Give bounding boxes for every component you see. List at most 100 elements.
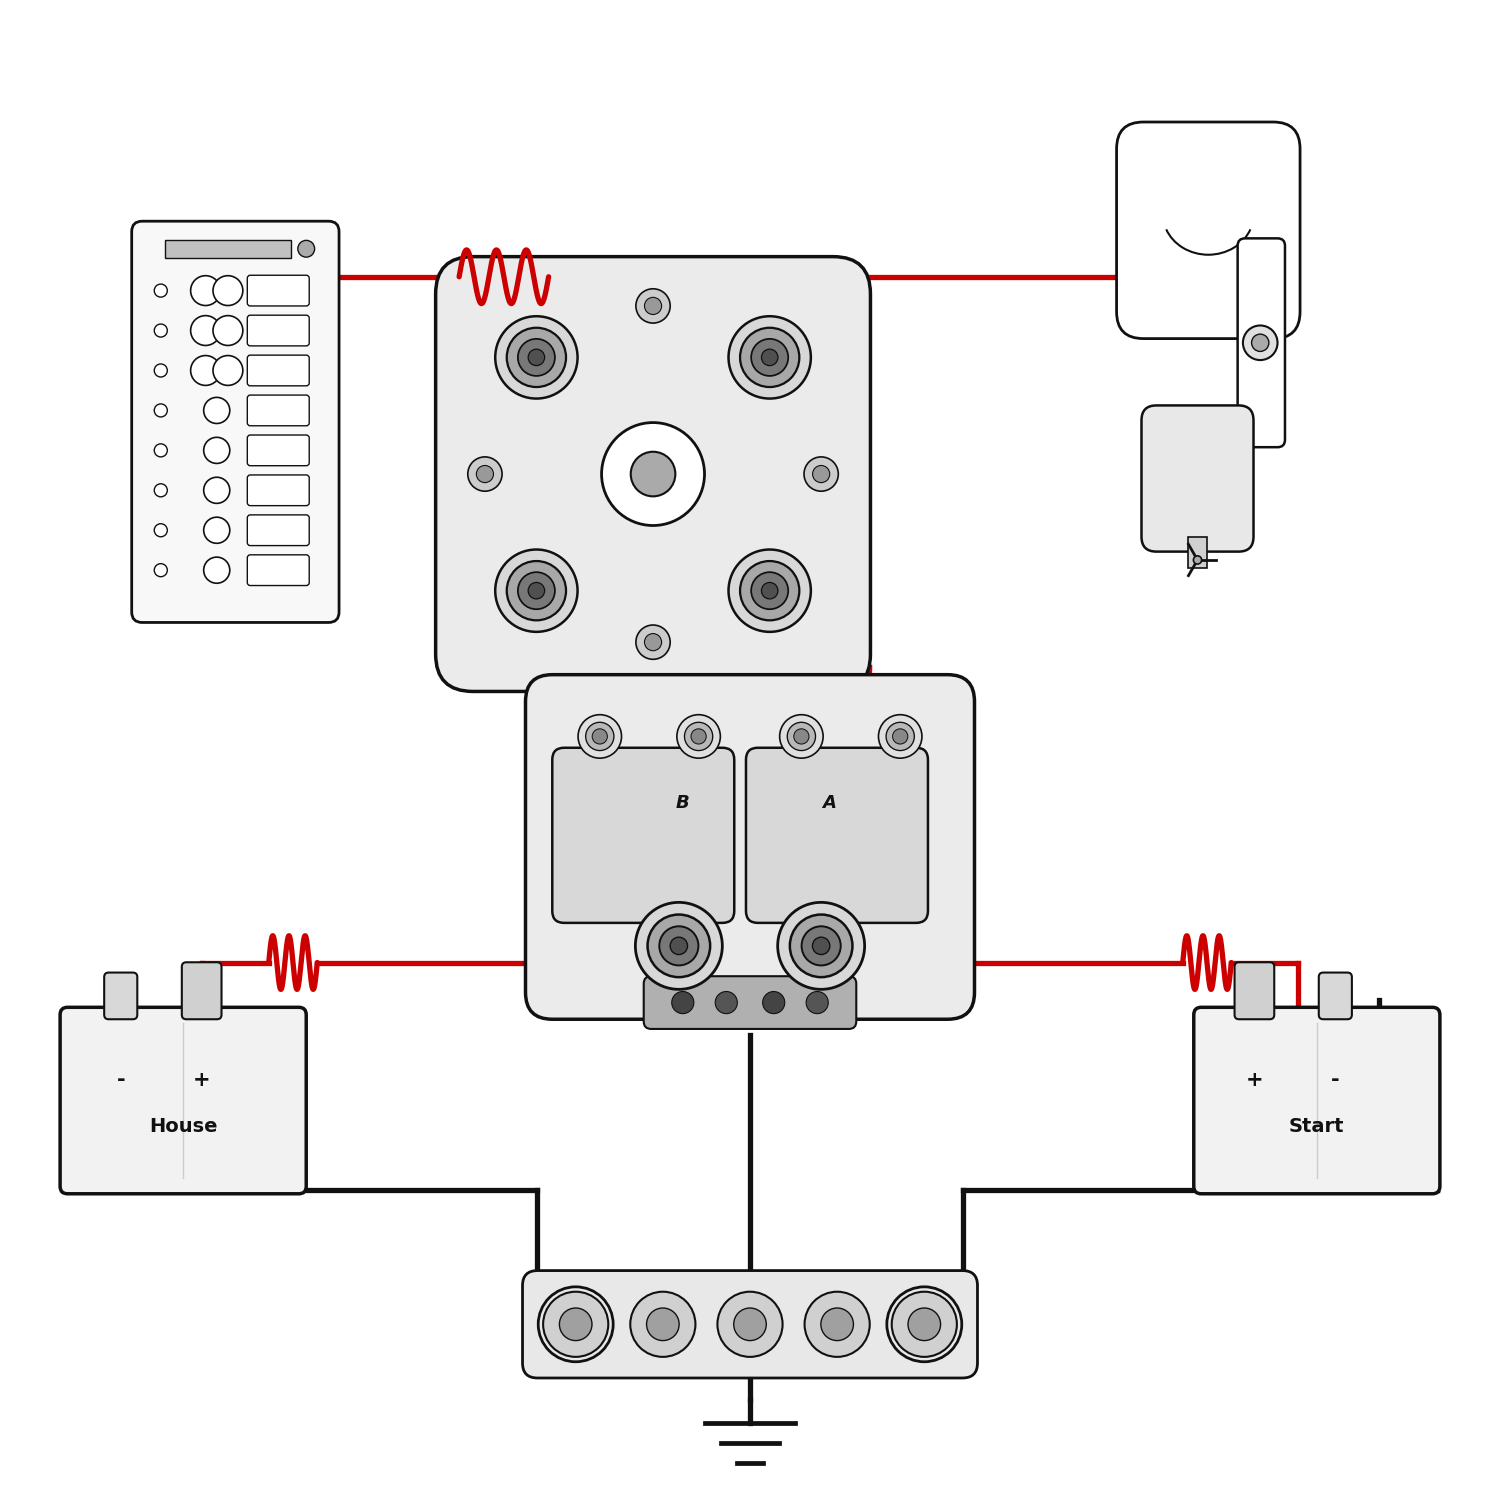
Circle shape — [630, 452, 675, 497]
Circle shape — [729, 549, 812, 632]
Circle shape — [213, 315, 243, 345]
Circle shape — [528, 350, 544, 366]
FancyBboxPatch shape — [248, 435, 309, 465]
Circle shape — [762, 350, 778, 366]
Circle shape — [630, 1292, 696, 1358]
Circle shape — [729, 316, 812, 399]
Circle shape — [154, 564, 168, 576]
FancyBboxPatch shape — [182, 963, 222, 1018]
Circle shape — [213, 276, 243, 306]
Bar — [165, 240, 291, 258]
Text: -: - — [1330, 1070, 1340, 1090]
Bar — [1188, 537, 1208, 567]
Text: A: A — [822, 795, 836, 813]
Circle shape — [780, 714, 824, 758]
FancyBboxPatch shape — [248, 276, 309, 306]
FancyBboxPatch shape — [1234, 963, 1275, 1018]
Circle shape — [734, 1308, 766, 1341]
Circle shape — [154, 524, 168, 537]
Circle shape — [636, 290, 670, 322]
Circle shape — [692, 729, 706, 744]
FancyBboxPatch shape — [248, 555, 309, 585]
Circle shape — [154, 364, 168, 376]
Text: Start: Start — [1288, 1118, 1344, 1136]
FancyBboxPatch shape — [522, 1270, 978, 1378]
Circle shape — [790, 915, 852, 976]
Circle shape — [777, 903, 864, 990]
Circle shape — [560, 1308, 592, 1341]
FancyBboxPatch shape — [248, 476, 309, 506]
Circle shape — [821, 1308, 854, 1341]
Circle shape — [740, 561, 800, 621]
Circle shape — [645, 297, 662, 315]
Circle shape — [204, 556, 230, 584]
Circle shape — [507, 328, 566, 387]
Circle shape — [190, 356, 220, 386]
FancyBboxPatch shape — [1194, 1008, 1440, 1194]
Circle shape — [468, 458, 502, 490]
Circle shape — [528, 582, 544, 598]
Circle shape — [154, 284, 168, 297]
Text: House: House — [148, 1118, 217, 1136]
Circle shape — [154, 404, 168, 417]
Circle shape — [813, 465, 830, 483]
Circle shape — [190, 315, 220, 345]
Circle shape — [636, 903, 723, 990]
Circle shape — [213, 356, 243, 386]
Circle shape — [204, 398, 230, 423]
Circle shape — [813, 938, 830, 954]
Circle shape — [672, 992, 694, 1014]
Circle shape — [636, 626, 670, 660]
FancyBboxPatch shape — [132, 220, 339, 622]
FancyBboxPatch shape — [552, 748, 735, 922]
Circle shape — [794, 729, 808, 744]
Circle shape — [670, 938, 687, 954]
Circle shape — [204, 518, 230, 543]
Circle shape — [752, 572, 788, 609]
FancyBboxPatch shape — [104, 972, 138, 1018]
Circle shape — [886, 723, 915, 750]
Circle shape — [740, 328, 800, 387]
FancyBboxPatch shape — [435, 256, 870, 692]
Circle shape — [518, 572, 555, 609]
Circle shape — [204, 438, 230, 464]
FancyBboxPatch shape — [248, 514, 309, 546]
Circle shape — [788, 723, 816, 750]
Circle shape — [801, 927, 840, 966]
Circle shape — [495, 316, 578, 399]
Circle shape — [495, 549, 578, 632]
Circle shape — [507, 561, 566, 621]
Circle shape — [592, 729, 608, 744]
Text: B: B — [676, 795, 690, 813]
Circle shape — [154, 444, 168, 458]
Circle shape — [645, 633, 662, 651]
Circle shape — [806, 992, 828, 1014]
Circle shape — [648, 915, 710, 976]
Circle shape — [684, 723, 712, 750]
FancyBboxPatch shape — [746, 748, 928, 922]
Text: -: - — [117, 1070, 124, 1090]
Circle shape — [204, 477, 230, 504]
FancyBboxPatch shape — [644, 976, 856, 1029]
Text: +: + — [1245, 1070, 1263, 1090]
FancyBboxPatch shape — [525, 675, 975, 1018]
Circle shape — [602, 423, 705, 525]
Circle shape — [154, 324, 168, 338]
FancyBboxPatch shape — [1238, 238, 1286, 447]
Circle shape — [1194, 556, 1202, 564]
FancyBboxPatch shape — [1116, 122, 1300, 339]
Circle shape — [298, 240, 315, 256]
Circle shape — [660, 927, 699, 966]
FancyBboxPatch shape — [60, 1008, 306, 1194]
Circle shape — [762, 992, 784, 1014]
Circle shape — [1244, 326, 1278, 360]
FancyBboxPatch shape — [248, 315, 309, 346]
Circle shape — [717, 1292, 783, 1358]
Circle shape — [578, 714, 621, 758]
Circle shape — [716, 992, 738, 1014]
Circle shape — [804, 458, 838, 490]
Circle shape — [752, 339, 788, 376]
Circle shape — [543, 1292, 609, 1358]
Circle shape — [585, 723, 614, 750]
Circle shape — [891, 1292, 957, 1358]
